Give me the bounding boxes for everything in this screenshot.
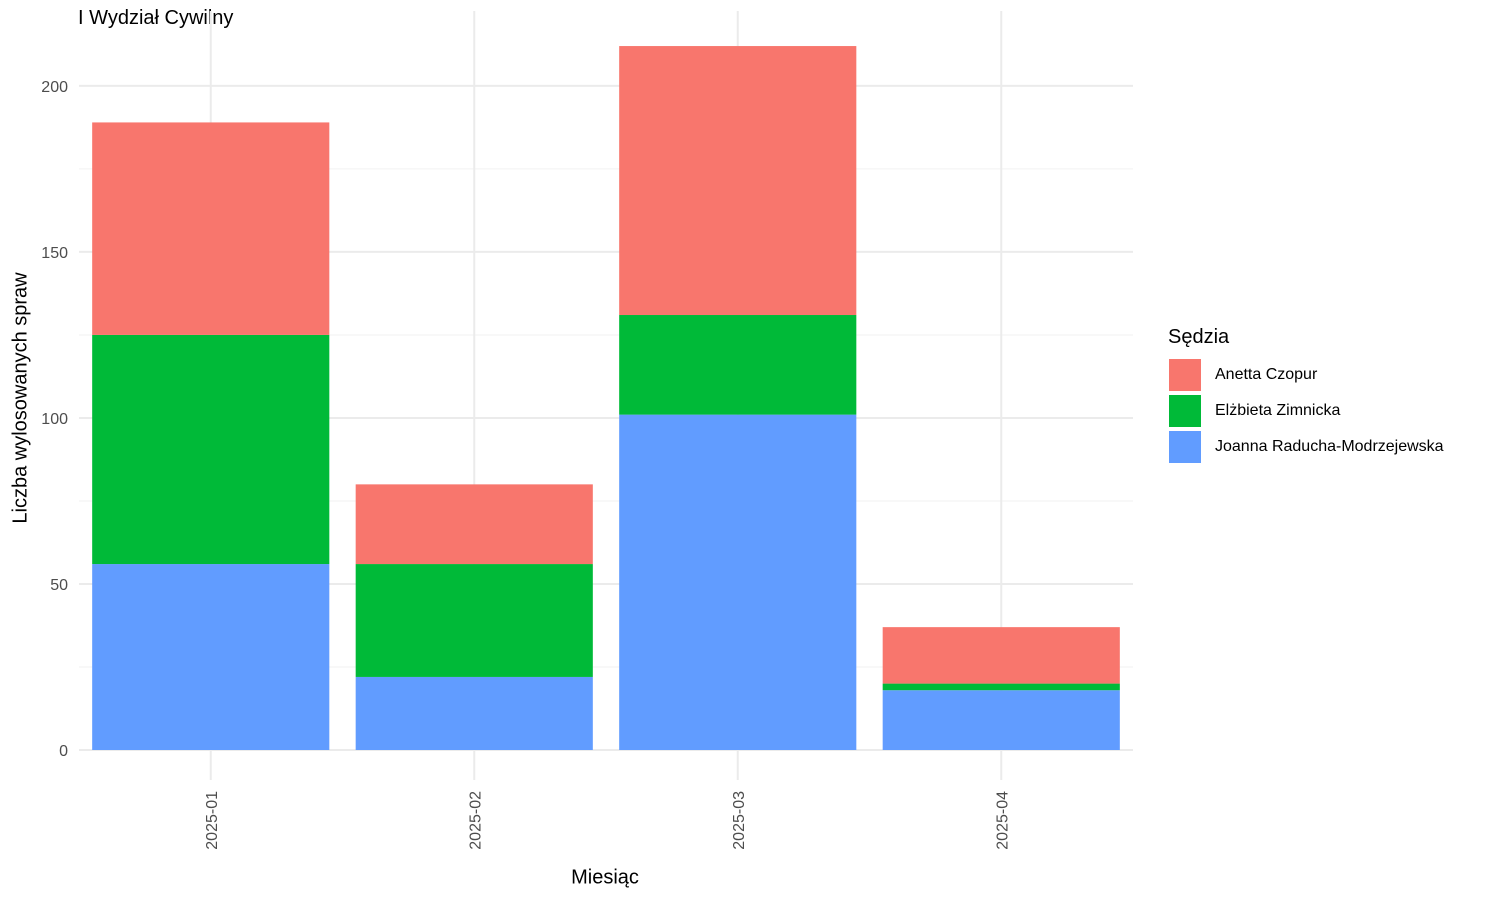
bar-segment — [92, 334, 330, 565]
bars — [92, 46, 1120, 750]
legend: Sędzia Anetta Czopur Elżbieta Zimnicka Joa… — [1168, 326, 1444, 465]
y-tick-label: 150 — [41, 245, 68, 262]
legend-label: Anetta Czopur — [1215, 366, 1318, 383]
legend-item: Anetta Czopur — [1168, 357, 1444, 393]
bar-segment — [92, 564, 330, 750]
bar-segment — [882, 690, 1120, 750]
y-tick-label: 200 — [41, 79, 68, 96]
y-tick-label: 100 — [41, 411, 68, 428]
legend-item: Elżbieta Zimnicka — [1168, 393, 1444, 429]
legend-swatch — [1168, 430, 1202, 464]
bar-segment — [619, 46, 857, 316]
x-axis-title: Miesiąc — [571, 866, 639, 889]
x-tick-label: 2025-04 — [994, 791, 1011, 850]
legend-label: Joanna Raducha-Modrzejewska — [1215, 438, 1444, 455]
legend-title: Sędzia — [1168, 326, 1230, 348]
legend-swatch — [1168, 394, 1202, 428]
bar-segment — [619, 414, 857, 750]
legend-item: Joanna Raducha-Modrzejewska — [1168, 429, 1444, 465]
bar-segment — [355, 564, 593, 677]
bar-segment — [355, 484, 593, 565]
y-tick-labels: 0 50 100 150 200 — [41, 79, 68, 760]
bar-segment — [619, 315, 857, 415]
y-tick-label: 0 — [59, 743, 68, 760]
x-tick-label: 2025-01 — [204, 791, 221, 850]
x-tick-labels: 2025-01 2025-02 2025-03 2025-04 — [204, 791, 1012, 850]
x-tick-label: 2025-02 — [467, 791, 484, 850]
bar-segment — [882, 683, 1120, 691]
y-tick-label: 50 — [50, 577, 68, 594]
bar-segment — [882, 627, 1120, 684]
bar-segment — [355, 676, 593, 750]
bar-segment — [92, 122, 330, 335]
x-tick-label: 2025-03 — [731, 791, 748, 850]
chart-title: I Wydział Cywilny — [78, 7, 234, 29]
legend-label: Elżbieta Zimnicka — [1215, 402, 1341, 419]
legend-items: Anetta Czopur Elżbieta Zimnicka Joanna Rad… — [1168, 357, 1444, 465]
legend-swatch — [1168, 358, 1202, 392]
